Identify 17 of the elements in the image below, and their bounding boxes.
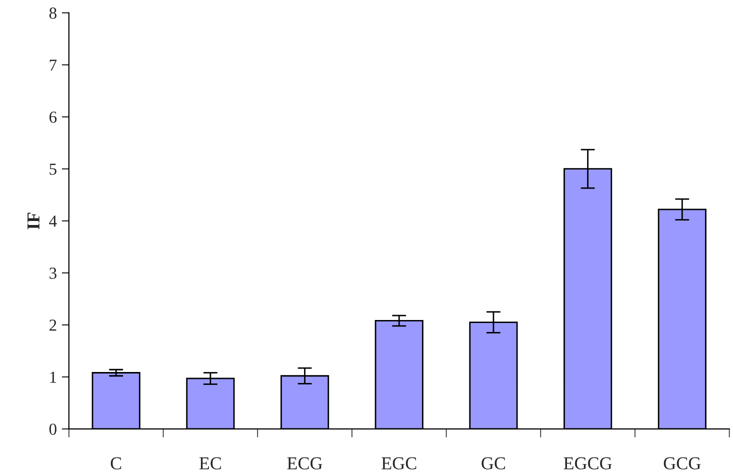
x-tick-label: EGCG <box>564 457 612 470</box>
y-tick-label: 7 <box>50 60 57 71</box>
x-tick-label: GC <box>482 457 506 470</box>
y-tick-label: 3 <box>50 268 56 279</box>
x-tick-label: EGC <box>382 457 416 470</box>
x-tick-label: ECG <box>287 457 322 470</box>
y-tick-label: 4 <box>49 216 57 227</box>
y-tick-label: 5 <box>50 164 56 175</box>
y-tick-label: 8 <box>49 8 56 19</box>
x-tick-label: GCG <box>664 457 701 470</box>
x-tick-label: EC <box>199 457 221 470</box>
y-tick-label: 2 <box>49 320 56 331</box>
x-tick-label: C <box>110 457 122 470</box>
y-tick-label: 1 <box>50 372 56 383</box>
y-tick-label: 0 <box>49 424 56 435</box>
y-tick-label: 6 <box>49 112 57 123</box>
y-axis-title: IF <box>28 212 40 230</box>
